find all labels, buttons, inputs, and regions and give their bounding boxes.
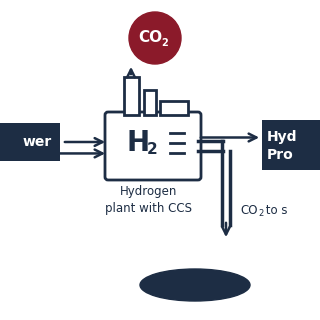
Text: Hydrogen
plant with CCS: Hydrogen plant with CCS xyxy=(105,185,192,215)
Ellipse shape xyxy=(140,269,250,301)
Text: Hyd: Hyd xyxy=(267,131,298,145)
Text: 2: 2 xyxy=(147,142,157,157)
Text: CO: CO xyxy=(240,204,258,217)
Text: wer: wer xyxy=(23,135,52,149)
FancyBboxPatch shape xyxy=(262,120,320,170)
Text: 2: 2 xyxy=(258,210,263,219)
Circle shape xyxy=(129,12,181,64)
Bar xyxy=(124,77,139,115)
Bar xyxy=(144,90,156,115)
Text: CO: CO xyxy=(138,30,162,45)
FancyBboxPatch shape xyxy=(105,112,201,180)
Bar xyxy=(160,101,188,115)
Text: Pro: Pro xyxy=(267,148,294,162)
Text: H: H xyxy=(126,129,149,157)
Text: to s: to s xyxy=(262,204,287,217)
FancyBboxPatch shape xyxy=(0,123,60,161)
Text: 2: 2 xyxy=(162,38,168,48)
